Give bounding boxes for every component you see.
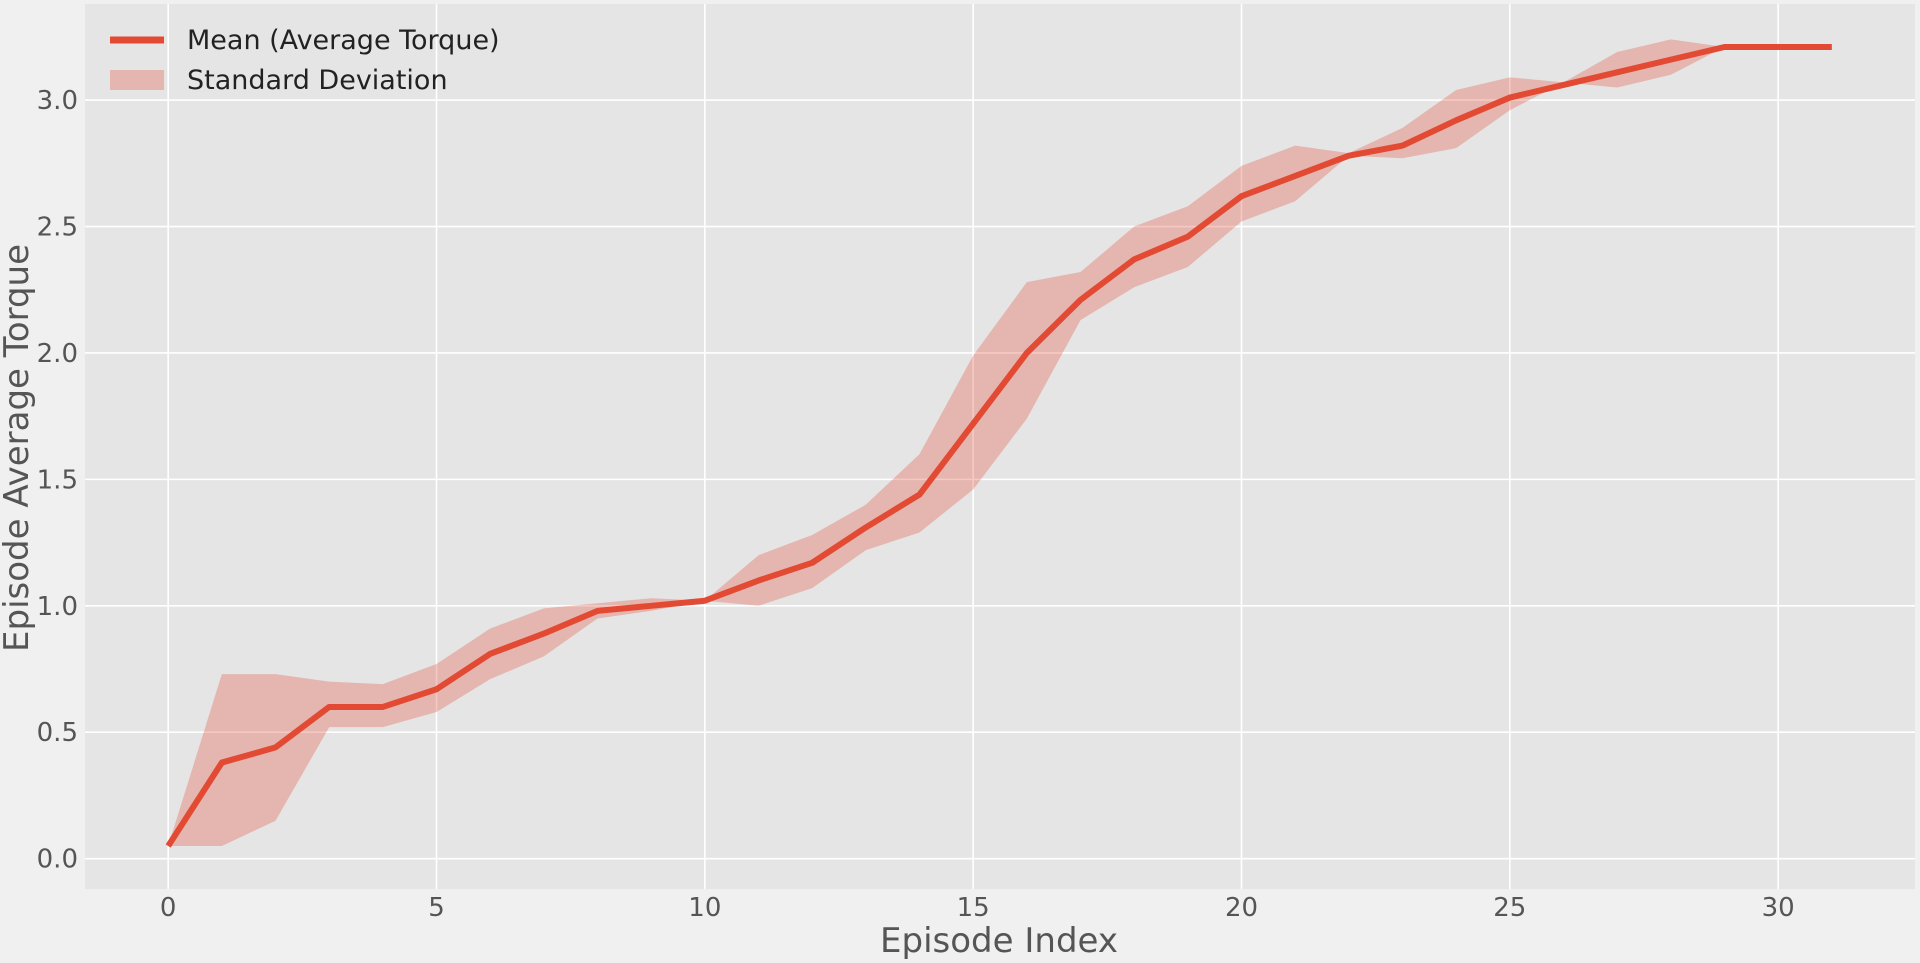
y-axis-ticks: 0.0 0.5 1.0 1.5 2.0 2.5 3.0: [37, 86, 78, 875]
legend-label-std: Standard Deviation: [187, 65, 448, 96]
std-deviation-band: [168, 39, 1832, 847]
y-tick-label: 2.5: [37, 213, 78, 243]
x-tick-label: 20: [1225, 893, 1258, 923]
y-tick-label: 2.0: [37, 339, 78, 369]
mean-line: [165, 43, 1832, 848]
y-axis-label: Episode Average Torque: [0, 244, 37, 652]
y-tick-label: 3.0: [37, 86, 78, 116]
x-tick-label: 30: [1762, 893, 1795, 923]
plot-area: [85, 4, 1915, 889]
x-tick-label: 5: [428, 893, 445, 923]
x-tick-label: 0: [160, 893, 177, 923]
y-tick-label: 1.0: [37, 592, 78, 622]
std-band-layer: [168, 39, 1832, 847]
legend-label-mean: Mean (Average Torque): [187, 25, 500, 56]
legend-band-swatch: [110, 70, 164, 90]
x-tick-label: 10: [688, 893, 721, 923]
grid: [85, 4, 1915, 889]
legend: Mean (Average Torque) Standard Deviation: [110, 25, 500, 96]
x-axis-ticks: 0 5 10 15 20 25 30: [160, 893, 1795, 923]
x-axis-label: Episode Index: [880, 921, 1118, 961]
y-tick-label: 0.0: [37, 845, 78, 875]
x-tick-label: 25: [1493, 893, 1526, 923]
x-tick-label: 15: [957, 893, 990, 923]
mean-line-layer: [165, 43, 1832, 848]
y-tick-label: 1.5: [37, 465, 78, 495]
y-tick-label: 0.5: [37, 718, 78, 748]
